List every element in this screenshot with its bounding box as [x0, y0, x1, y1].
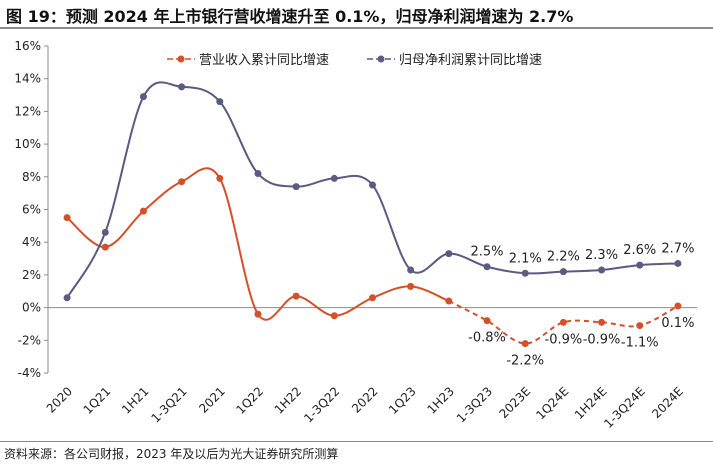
y-tick-label: 4% — [22, 235, 41, 249]
revenue-growth-point — [369, 294, 376, 302]
x-tick-label: 2022 — [349, 384, 380, 415]
revenue-growth-point — [521, 340, 529, 348]
revenue-growth-point — [598, 318, 606, 326]
x-tick-label: 1H24E — [572, 384, 610, 422]
profit-growth-point — [63, 294, 71, 302]
revenue-growth-point — [139, 207, 147, 215]
legend-revenue-marker — [177, 55, 185, 63]
profit-growth-point — [674, 259, 682, 267]
x-tick-label: 1Q22 — [233, 384, 266, 417]
y-tick-label: 8% — [22, 170, 41, 184]
profit-growth-point — [216, 98, 224, 106]
y-tick-label: -4% — [18, 366, 41, 380]
x-tick-label: 1Q24E — [533, 384, 571, 422]
revenue-growth-point — [330, 312, 338, 320]
revenue-growth-point — [445, 297, 453, 305]
y-tick-label: 0% — [22, 301, 41, 315]
revenue-growth-point — [254, 310, 262, 318]
x-tick-label: 2024E — [649, 384, 686, 421]
x-tick-label: 1Q21 — [81, 384, 114, 417]
line-chart: -4% -2% 0% 2% 4% 6% 8% 10% 12% 14% 16% 2020 1Q21 1H21… — [14, 39, 697, 431]
x-tick-label: 1Q23 — [386, 384, 419, 417]
revenue-growth-point — [483, 317, 491, 325]
data-label: 2.6% — [623, 243, 656, 258]
legend-profit-label: 归母净利润累计同比增速 — [399, 53, 542, 68]
profit-growth-point — [559, 268, 567, 276]
x-tick-label: 1-3Q22 — [301, 384, 342, 425]
revenue-growth-point — [101, 243, 109, 251]
x-tick-label: 1H22 — [272, 384, 304, 416]
x-tick-label: 2023E — [496, 384, 533, 421]
profit-growth-point — [101, 228, 109, 236]
y-tick-label: -2% — [18, 333, 41, 347]
legend-profit-marker — [377, 55, 385, 63]
title-divider — [0, 27, 713, 29]
revenue-growth-point — [407, 282, 415, 290]
data-label: 2.5% — [471, 245, 504, 260]
y-tick-label: 14% — [14, 72, 41, 86]
x-tick-label: 1H23 — [424, 384, 456, 416]
data-label: -0.9% — [545, 332, 583, 347]
data-label: 2.7% — [661, 241, 694, 256]
chart-axes: -4% -2% 0% 2% 4% 6% 8% 10% 12% 14% 16% 2020 1Q21 1H21… — [14, 39, 697, 431]
footer-divider — [0, 441, 713, 442]
y-tick-label: 12% — [14, 104, 41, 118]
revenue-growth-point — [63, 214, 71, 222]
chart-title: 图 19：预测 2024 年上市银行营收增速升至 0.1%，归母净利润增速为 2… — [6, 7, 574, 26]
y-tick-label: 16% — [14, 39, 41, 53]
y-tick-label: 2% — [22, 268, 41, 282]
profit-growth-point — [521, 269, 529, 277]
data-label: 2.3% — [585, 248, 618, 263]
profit-growth-point — [292, 183, 300, 191]
profit-growth-line — [66, 81, 678, 299]
data-label: -1.1% — [621, 336, 659, 351]
y-tick-label: 10% — [14, 137, 41, 151]
x-tick-label: 2020 — [44, 384, 75, 415]
revenue-growth-point — [674, 302, 682, 310]
y-tick-label: 6% — [22, 203, 41, 217]
chart-legend: 营业收入累计同比增速 归母净利润累计同比增速 — [167, 53, 542, 68]
revenue-growth-point — [636, 322, 644, 330]
profit-growth-point — [254, 170, 262, 178]
data-label: 2.1% — [509, 251, 542, 266]
data-label: -0.9% — [583, 332, 621, 347]
profit-growth-point — [178, 83, 186, 91]
legend-revenue-label: 营业收入累计同比增速 — [199, 53, 329, 68]
x-tick-label: 1-3Q23 — [454, 384, 495, 425]
data-label: 0.1% — [661, 316, 694, 331]
chart-series — [63, 81, 682, 348]
profit-growth-point — [445, 250, 453, 258]
profit-growth-point — [407, 266, 415, 274]
source-note: 资料来源：各公司财报，2023 年及以后为光大证券研究所测算 — [4, 447, 339, 461]
data-label: -0.8% — [468, 331, 506, 346]
profit-growth-point — [369, 181, 376, 189]
profit-growth-point — [330, 174, 338, 182]
profit-growth-point — [598, 266, 606, 274]
revenue-growth-point — [178, 178, 186, 186]
x-tick-label: 1-3Q21 — [148, 384, 189, 425]
x-tick-label: 2021 — [196, 384, 227, 415]
profit-growth-point — [483, 263, 491, 271]
revenue-growth-line — [66, 167, 450, 321]
profit-growth-point — [636, 261, 644, 269]
revenue-growth-point — [292, 292, 300, 300]
data-label: 2.2% — [547, 250, 580, 265]
chart-data-labels: 2.5% 2.1% 2.2% 2.3% 2.6% 2.7%-0.8%-2.2%-0.9% -… — [468, 241, 694, 368]
data-label: -2.2% — [506, 354, 544, 369]
profit-growth-point — [139, 93, 147, 101]
revenue-growth-point — [559, 318, 567, 326]
x-tick-label: 1-3Q24E — [601, 384, 648, 431]
revenue-growth-point — [216, 174, 224, 182]
x-tick-label: 1H21 — [119, 384, 151, 416]
